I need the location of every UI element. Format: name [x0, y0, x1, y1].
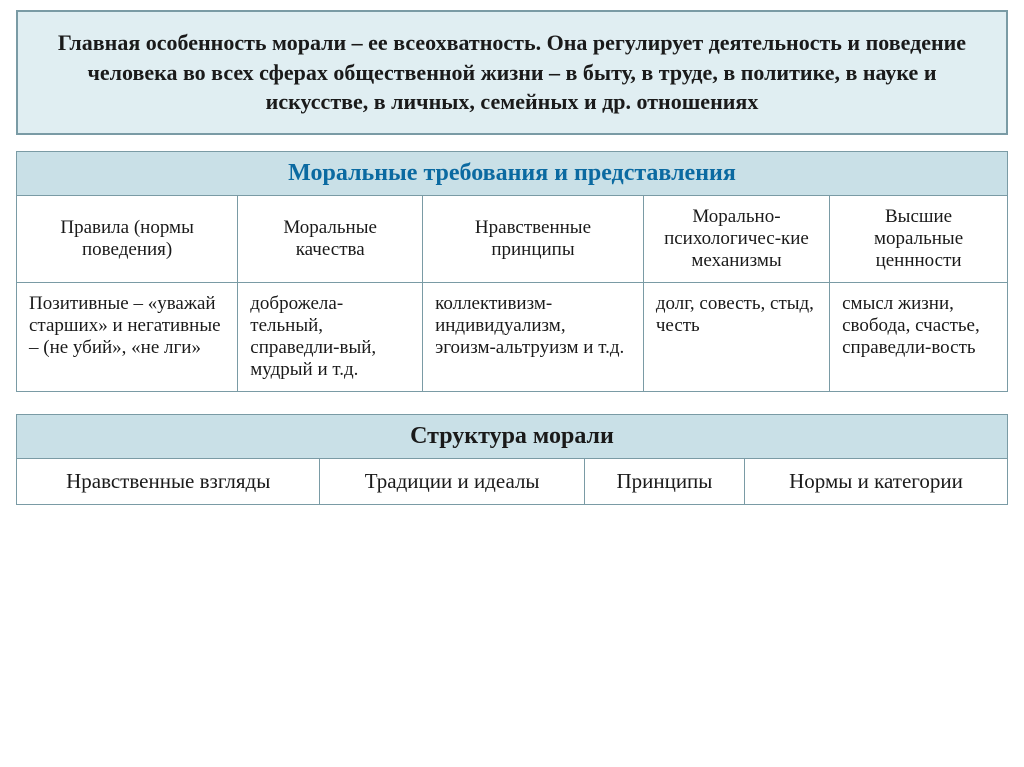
- moral-requirements-table: Моральные требования и представления Пра…: [16, 151, 1008, 392]
- table1-cell-4: смысл жизни, свобода, счастье, справедли…: [830, 283, 1008, 392]
- table2-cell-0: Нравственные взгляды: [17, 459, 320, 505]
- table2-cell-2: Принципы: [584, 459, 744, 505]
- table1-header-1: Моральные качества: [238, 196, 423, 283]
- table1-cell-3: долг, совесть, стыд, честь: [643, 283, 829, 392]
- intro-paragraph: Главная особенность морали – ее всеохват…: [16, 10, 1008, 135]
- table1-header-3: Морально-психологичес-кие механизмы: [643, 196, 829, 283]
- table1-cell-0: Позитивные – «уважай старших» и негативн…: [17, 283, 238, 392]
- table1-header-4: Высшие моральные ценнности: [830, 196, 1008, 283]
- table1-header-0: Правила (нормы поведения): [17, 196, 238, 283]
- table1-cell-2: коллективизм-индивидуализм, эгоизм-альтр…: [423, 283, 644, 392]
- table1-title: Моральные требования и представления: [17, 152, 1008, 196]
- table1-header-2: Нравственные принципы: [423, 196, 644, 283]
- table2-title: Структура морали: [17, 415, 1008, 459]
- table2-cell-3: Нормы и категории: [744, 459, 1007, 505]
- moral-structure-table: Структура морали Нравственные взгляды Тр…: [16, 414, 1008, 505]
- table2-cell-1: Традиции и идеалы: [320, 459, 584, 505]
- table1-cell-1: доброжела-тельный, справедли-вый, мудрый…: [238, 283, 423, 392]
